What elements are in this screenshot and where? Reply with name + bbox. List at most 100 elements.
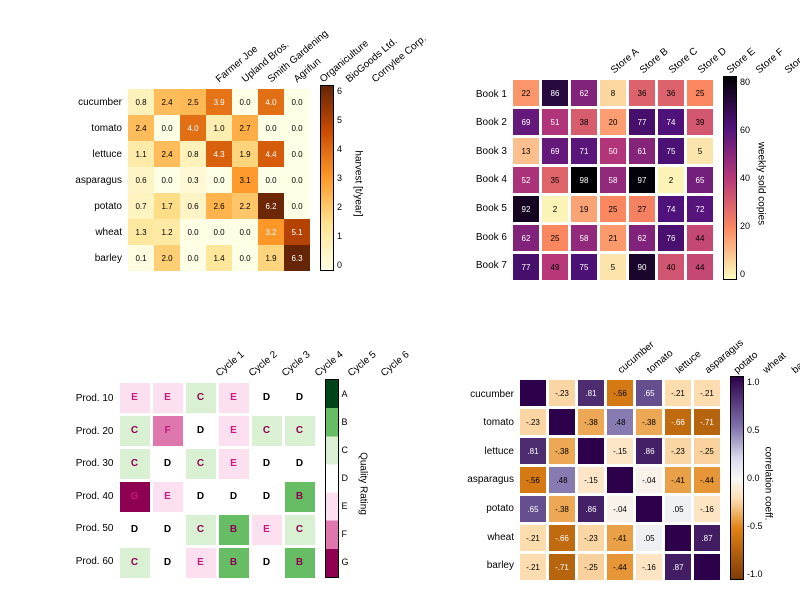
- heatmap-cell: 1.3: [128, 219, 154, 245]
- cbar-tick: G: [342, 557, 349, 567]
- colorbar: 6543210harvest [t/year]: [320, 85, 334, 271]
- x-tick: wheat: [761, 368, 768, 376]
- heatmap-cell: -.41: [665, 467, 691, 493]
- x-tick: Store C: [667, 68, 674, 76]
- cbar-tick: 6: [337, 86, 342, 96]
- cbar-tick: 0.5: [747, 425, 763, 435]
- heatmap-cell: 1.1: [128, 141, 154, 167]
- quality-heatmap: Cycle 1Cycle 2Cycle 3Cycle 4Cycle 5Cycle…: [0, 300, 400, 600]
- x-tick: Cornylee Corp.: [370, 77, 377, 85]
- heatmap-cell: -.21: [665, 380, 691, 406]
- y-tick: tomato: [456, 417, 514, 428]
- x-tick: BioGoods Ltd.: [344, 77, 351, 85]
- heatmap-cell: .05: [636, 525, 662, 551]
- y-tick: asparagus: [66, 175, 122, 186]
- heatmap-cell: [578, 438, 604, 464]
- y-tick: Book 2: [463, 117, 507, 128]
- y-tick: Prod. 30: [62, 458, 114, 469]
- heatmap-cell: 52: [513, 167, 539, 193]
- heatmap-cell: 2.4: [154, 141, 180, 167]
- heatmap-cell: 1.2: [154, 219, 180, 245]
- heatmap-cell: -.04: [636, 467, 662, 493]
- colorbar: 1.00.50.0-0.5-1.0correlation coeff.: [730, 376, 744, 580]
- heatmap-cell: 0.6: [180, 193, 206, 219]
- x-tick: asparagus: [703, 368, 710, 376]
- heatmap-cell: -.04: [607, 496, 633, 522]
- heatmap-cell: 0.0: [206, 219, 232, 245]
- heatmap-cell: 2: [542, 196, 568, 222]
- heatmap-cell: -.41: [607, 525, 633, 551]
- heatmap-cell: -.15: [578, 467, 604, 493]
- heatmap-cell: 62: [571, 80, 597, 106]
- heatmap-cell: 62: [629, 225, 655, 251]
- y-tick: Book 4: [463, 174, 507, 185]
- x-tick: Store G: [783, 68, 790, 76]
- heatmap-cell: 0.0: [258, 167, 284, 193]
- x-tick: lettuce: [674, 368, 681, 376]
- corr-heatmap: cucumbertomatolettuceasparaguspotatowhea…: [400, 300, 800, 600]
- heatmap-cell: 74: [658, 109, 684, 135]
- heatmap-cell: 0.0: [232, 89, 258, 115]
- heatmap-cell: 36: [658, 80, 684, 106]
- heatmap-cell: -.21: [520, 525, 546, 551]
- heatmap-cell: 90: [629, 254, 655, 280]
- x-tick: tomato: [645, 368, 652, 376]
- heatmap-cell: 62: [513, 225, 539, 251]
- cbar-tick: B: [342, 417, 348, 427]
- heatmap-cell: D: [252, 548, 282, 578]
- heatmap-cell: E: [219, 416, 249, 446]
- x-tick: barley: [790, 368, 797, 376]
- heatmap-cell: -.71: [549, 554, 575, 580]
- cbar-tick: -1.0: [747, 569, 763, 579]
- heatmap-cell: 0.1: [128, 245, 154, 271]
- cbar-tick: A: [342, 389, 348, 399]
- cbar-label: correlation coeff.: [763, 447, 774, 521]
- cbar-tick: 0.0: [747, 473, 763, 483]
- x-tick: Cycle 5: [346, 370, 353, 378]
- x-tick: Store B: [638, 68, 645, 76]
- heatmap-cell: .65: [636, 380, 662, 406]
- heatmap-cell: 1.0: [206, 115, 232, 141]
- heatmap-cell: -.23: [578, 525, 604, 551]
- heatmap-cell: 1.4: [206, 245, 232, 271]
- heatmap-cell: 69: [513, 109, 539, 135]
- heatmap-cell: E: [219, 449, 249, 479]
- x-tick: potato: [732, 368, 739, 376]
- heatmap-cell: 3.2: [258, 219, 284, 245]
- heatmap-cell: 25: [687, 80, 713, 106]
- heatmap-cell: [665, 525, 691, 551]
- heatmap-cell: 2.0: [154, 245, 180, 271]
- heatmap-cell: D: [120, 515, 150, 545]
- heatmap-cell: [636, 496, 662, 522]
- cbar-tick: 20: [740, 221, 750, 231]
- y-tick: barley: [66, 253, 122, 264]
- y-tick: lettuce: [66, 149, 122, 160]
- x-tick: Cycle 1: [214, 370, 221, 378]
- heatmap-cell: 22: [513, 80, 539, 106]
- heatmap-cell: D: [252, 482, 282, 512]
- cbar-tick: 80: [740, 77, 750, 87]
- heatmap-cell: 0.0: [284, 141, 310, 167]
- heatmap-cell: -.38: [549, 438, 575, 464]
- x-tick: Agrifun: [292, 77, 299, 85]
- heatmap-cell: -.38: [549, 496, 575, 522]
- y-tick: wheat: [66, 227, 122, 238]
- heatmap-cell: 86: [542, 80, 568, 106]
- heatmap-cell: -.25: [578, 554, 604, 580]
- y-tick: Prod. 10: [62, 393, 114, 404]
- y-tick: cucumber: [66, 97, 122, 108]
- heatmap-cell: E: [252, 515, 282, 545]
- cbar-tick: -0.5: [747, 521, 763, 531]
- heatmap-cell: 74: [658, 196, 684, 222]
- heatmap-cell: .81: [578, 380, 604, 406]
- heatmap-cell: 0.0: [284, 115, 310, 141]
- heatmap-cell: 44: [687, 225, 713, 251]
- heatmap-cell: 77: [513, 254, 539, 280]
- x-tick: Cycle 6: [379, 370, 386, 378]
- heatmap-cell: 40: [658, 254, 684, 280]
- heatmap-cell: 6.2: [258, 193, 284, 219]
- x-tick: Store D: [696, 68, 703, 76]
- heatmap-cell: E: [120, 383, 150, 413]
- heatmap-cell: 0.0: [284, 89, 310, 115]
- y-tick: wheat: [456, 532, 514, 543]
